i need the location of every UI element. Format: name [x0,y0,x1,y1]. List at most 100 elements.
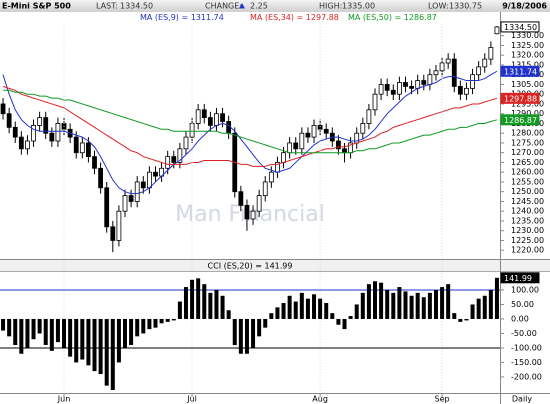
y-tick-label: 1290.00 [511,109,544,118]
candle-body [104,187,110,228]
cci-bar [415,292,420,319]
cci-bar [275,307,280,319]
candle-body [305,132,311,138]
cci-bar [31,318,36,340]
candle-body [366,109,372,124]
cci-bar [348,316,353,319]
candle-body [433,70,439,76]
candle-body [396,82,402,95]
value-tag-box [500,272,540,284]
candle-body [79,142,85,154]
quote-value: 1334.50 [120,2,153,11]
candle-body [390,89,396,95]
candle-body [244,204,250,220]
cci-bar [208,292,213,319]
candle-body [140,181,146,189]
cci-bar [232,318,237,346]
cci-bar [196,278,201,319]
cci-bar [153,318,158,328]
value-tag: 1286.87 [504,116,537,125]
cci-title: CCI (ES,20) = 141.99 [208,262,293,271]
cci-bar [19,318,24,354]
candle-body [457,86,463,95]
cci-bar [13,318,18,346]
value-tag: 1297.88 [504,94,537,103]
cci-bar [293,301,298,319]
watermark: Man Financial [175,202,325,227]
quote-label: LOW: [428,2,449,11]
cci-bar [427,292,432,319]
candle-body [293,142,299,150]
cci-bar [129,318,134,346]
candle-body [177,148,183,163]
cci-bar [177,301,182,319]
candle-body [201,109,207,119]
cci-bar [7,318,12,337]
y-tick-label: 1220.00 [511,246,544,255]
cci-bar [80,318,85,360]
y-tick-label: 1315.00 [511,60,544,69]
y-tick-label: -200.00 [511,372,542,381]
y-tick-label: 1265.00 [511,158,544,167]
candle-body [464,87,469,95]
value-tag-box [500,21,540,33]
legend-entry: MA (ES,9) = 1311.74 [140,13,224,22]
candle-body [372,93,378,111]
background [0,12,550,404]
candle-body [49,132,55,142]
candle-body [153,171,158,177]
legend-entry: MA (ES,50) = 1286.87 [348,13,437,22]
candle-body [378,84,384,95]
cci-bar [98,318,103,375]
candle-body [360,123,366,134]
candle-body [165,156,171,169]
candle-body [421,80,427,85]
candle-body [134,181,140,202]
cci-bar [482,295,487,319]
y-tick-label: 0.00 [511,314,529,323]
cci-bar [494,277,499,319]
cci-bar [244,318,249,354]
y-tick-label: 50.00 [511,300,534,309]
candle-body [482,58,488,68]
cci-bar [464,318,469,321]
cci-bar [251,318,256,348]
cci-bar [458,318,463,322]
cci-bar [433,289,438,319]
candle-body [336,140,341,150]
candle-body [317,125,323,130]
moving-average-line [3,89,498,154]
candle-body [323,128,329,134]
candle-body [476,66,482,76]
candle-body [98,167,104,189]
quote-value: 1335.00 [342,2,375,11]
cci-bar [214,289,219,319]
cci-bar [421,297,426,319]
candle-body [256,195,262,212]
y-tick-label: 1230.00 [511,226,544,235]
cci-bar [409,295,414,319]
candle-body [37,117,43,126]
y-tick-label: 1225.00 [511,236,544,245]
cci-bar [379,282,384,319]
candle-body [110,226,116,241]
cci-bar [299,292,304,319]
cci-bar [92,318,97,372]
cci-bar [318,298,323,319]
candle-body [0,103,6,115]
cci-bar [238,318,243,354]
cci-bar [183,287,188,319]
candle-body [171,156,177,163]
quote-label: HIGH: [319,2,342,11]
quote-value: 1330.75 [449,2,482,11]
y-tick-label: 1260.00 [511,168,544,177]
x-tick-label: Aug [312,395,328,404]
cci-bar [43,318,48,346]
y-tick-label: -100.00 [511,343,542,352]
candle-body [86,142,91,157]
value-tag-box [500,114,540,126]
cci-bar [104,318,109,386]
y-tick-label: 100.00 [511,285,539,294]
cci-bar [403,291,408,319]
